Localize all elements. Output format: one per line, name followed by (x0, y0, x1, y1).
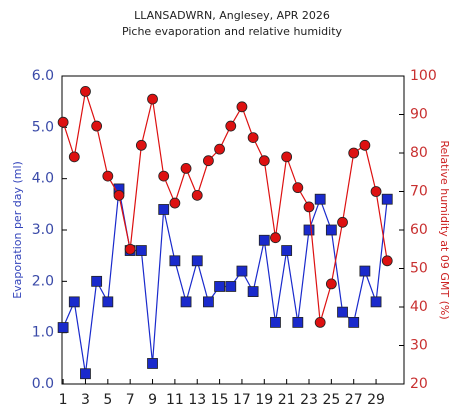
data-point (80, 368, 91, 380)
data-point (180, 162, 192, 174)
data-point (292, 182, 304, 194)
x-tick-label: 7 (126, 392, 135, 408)
data-point (113, 189, 125, 201)
y-tick-label: 3.0 (32, 222, 54, 238)
data-point (359, 139, 371, 151)
data-point (203, 296, 214, 308)
data-point (180, 296, 192, 308)
data-point (214, 143, 225, 155)
x-tick-label: 19 (255, 392, 273, 408)
y-tick-label: 0.0 (32, 376, 54, 392)
data-point (169, 255, 181, 267)
series-line (62, 188, 388, 374)
data-point (370, 296, 382, 308)
data-point (303, 224, 315, 236)
chart-subtitle: Piche evaporation and relative humidity (122, 25, 343, 38)
y-tick-label: 1.0 (32, 325, 54, 341)
data-point (381, 193, 393, 205)
y2-tick-label: 80 (410, 145, 428, 161)
data-point (348, 147, 360, 159)
data-point (169, 197, 181, 209)
data-point (57, 322, 69, 333)
x-tick-label: 1 (59, 392, 68, 408)
data-point (191, 255, 203, 267)
data-point (325, 224, 337, 236)
x-tick-label: 21 (278, 392, 296, 408)
data-point (91, 120, 103, 132)
y-axis-label: Evaporation per day (ml) (11, 161, 24, 299)
data-point (258, 234, 270, 246)
data-point (236, 265, 248, 277)
data-point (214, 281, 225, 292)
data-point (258, 155, 270, 167)
y-tick-label: 5.0 (32, 119, 54, 135)
x-tick-label: 23 (300, 392, 318, 408)
data-point (203, 155, 214, 167)
y2-tick-label: 50 (410, 261, 428, 277)
data-point (270, 232, 281, 244)
data-point (124, 243, 136, 255)
data-point (325, 278, 337, 290)
data-point (348, 316, 360, 328)
x-tick-label: 3 (81, 392, 90, 408)
data-point (102, 170, 114, 182)
data-point (370, 186, 382, 197)
data-point (191, 189, 203, 201)
data-point (80, 86, 91, 97)
data-point (247, 132, 259, 144)
data-point (135, 139, 147, 151)
y2-tick-label: 60 (410, 222, 428, 238)
x-tick-label: 17 (233, 392, 251, 408)
data-point (102, 296, 114, 308)
x-tick-label: 29 (367, 392, 385, 408)
x-tick-label: 27 (345, 392, 363, 408)
y2-axis-label: Relative humidity at 09 GMT (%) (438, 140, 451, 319)
data-point (68, 151, 80, 163)
x-tick-label: 11 (166, 392, 184, 408)
data-point (314, 316, 326, 328)
data-point (359, 265, 371, 277)
y-tick-label: 2.0 (32, 273, 54, 289)
x-tick-label: 25 (322, 392, 340, 408)
data-point (91, 275, 103, 287)
y2-tick-label: 90 (410, 107, 428, 123)
x-tick-label: 13 (188, 392, 206, 408)
y2-tick-label: 20 (410, 376, 428, 392)
data-point (225, 281, 237, 292)
data-point (270, 316, 281, 328)
y-tick-label: 4.0 (32, 171, 54, 187)
data-point (292, 316, 304, 328)
data-point (337, 216, 348, 228)
data-point (225, 120, 237, 132)
y2-tick-label: 70 (410, 184, 428, 200)
x-tick-label: 5 (103, 392, 112, 408)
data-point (147, 358, 158, 369)
data-point (281, 245, 293, 256)
chart-title: LLANSADWRN, Anglesey, APR 2026 (134, 9, 330, 22)
data-point (158, 204, 170, 215)
x-tick-label: 15 (211, 392, 229, 408)
data-point (158, 170, 170, 182)
data-point (337, 306, 348, 318)
data-point (57, 116, 69, 128)
y2-tick-label: 100 (410, 68, 437, 84)
data-point (147, 93, 158, 105)
data-point (247, 286, 259, 298)
data-point (236, 101, 248, 113)
data-point (314, 193, 326, 205)
data-point (281, 151, 293, 163)
y2-tick-label: 30 (410, 338, 428, 354)
data-point (381, 255, 393, 267)
x-tick-label: 9 (148, 392, 157, 408)
data-point (135, 245, 147, 256)
data-point (68, 296, 80, 308)
data-point (303, 201, 315, 213)
y-tick-label: 6.0 (32, 68, 54, 84)
y2-tick-label: 40 (410, 299, 428, 315)
